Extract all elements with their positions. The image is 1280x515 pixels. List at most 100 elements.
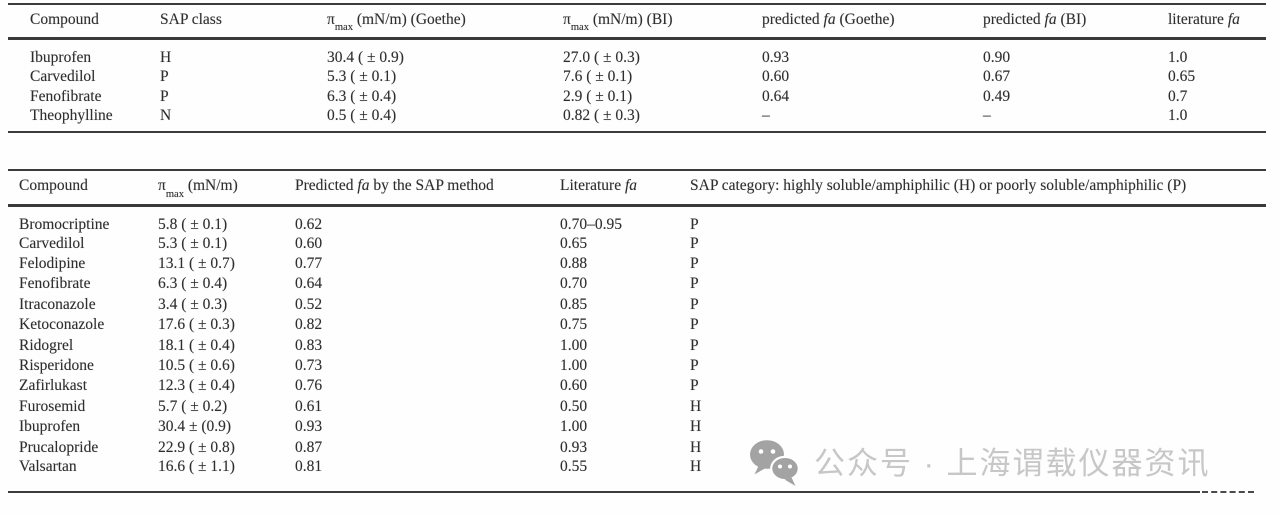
table-cell: 1.0	[1168, 48, 1188, 66]
table-cell: 0.64	[295, 275, 323, 293]
table-cell: 0.52	[295, 295, 323, 313]
table-cell: 18.1 ( ± 0.4)	[158, 336, 235, 354]
table-cell: P	[690, 275, 699, 293]
table-cell: H	[690, 418, 702, 436]
table-cell: P	[690, 255, 699, 273]
table-cell: 1.00	[560, 357, 588, 375]
column-header-pimax: πmax (mN/m)	[147, 170, 284, 207]
table-cell: Carvedilol	[19, 234, 85, 252]
table-cell: Felodipine	[19, 255, 86, 273]
table-cell: N	[160, 107, 172, 125]
table-cell: 0.90	[983, 48, 1011, 66]
table-cell: P	[690, 357, 699, 375]
table-cell: 0.62	[295, 215, 323, 233]
table-cell: 0.61	[295, 397, 323, 415]
table-cell: 2.9 ( ± 0.1)	[563, 88, 633, 106]
table-cell: 0.60	[295, 234, 323, 252]
wechat-icon	[750, 440, 800, 486]
table-cell: H	[690, 457, 702, 475]
table-cell: P	[690, 215, 699, 233]
table-cell: 1.0	[1168, 107, 1188, 125]
table-cell: 0.55	[560, 457, 588, 475]
table-cell: 6.3 ( ± 0.4)	[327, 88, 397, 106]
table-cell: Valsartan	[19, 457, 77, 475]
table-cell: Ridogrel	[19, 336, 74, 354]
table-row: Fenofibrate P 6.3 ( ± 0.4) 2.9 ( ± 0.1) 0.64…	[8, 87, 1266, 107]
table2-bottom-rule	[8, 491, 1200, 493]
table-cell: 0.88	[560, 255, 588, 273]
table-cell: 17.6 ( ± 0.3)	[158, 316, 235, 334]
table-row: Theophylline N 0.5 ( ± 0.4) 0.82 ( ± 0.3) – –…	[8, 107, 1266, 132]
table-cell: 13.1 ( ± 0.7)	[158, 255, 235, 273]
table-cell: 0.60	[560, 377, 588, 395]
table-row: Felodipine 13.1 ( ± 0.7) 0.77 0.88 P	[8, 254, 1266, 274]
table-cell: 0.5 ( ± 0.4)	[327, 107, 397, 125]
column-header-literature-fa: Literature fa	[549, 170, 679, 207]
table-cell: 1.00	[560, 418, 588, 436]
table-cell: 0.83	[295, 336, 323, 354]
table-cell: Fenofibrate	[30, 88, 102, 106]
table-cell: Zafirlukast	[19, 377, 88, 395]
table-cell: 0.49	[983, 88, 1011, 106]
column-header-pimax-goethe: πmax (mN/m) (Goethe)	[305, 4, 541, 40]
table-row: Ketoconazole 17.6 ( ± 0.3) 0.82 0.75 P	[8, 315, 1266, 335]
table-row: Carvedilol P 5.3 ( ± 0.1) 7.6 ( ± 0.1) 0.60 0…	[8, 67, 1266, 87]
table-cell: 0.7	[1168, 88, 1188, 106]
table-cell: 0.50	[560, 397, 588, 415]
table-cell: P	[160, 88, 169, 106]
table-cell: 0.93	[560, 438, 588, 456]
table-row: Ridogrel 18.1 ( ± 0.4) 0.83 1.00 P	[8, 335, 1266, 355]
table-cell: Theophylline	[30, 107, 113, 125]
table-cell: Carvedilol	[30, 67, 96, 85]
table-header-row: Compound SAP class πmax (mN/m) (Goethe) …	[8, 4, 1266, 40]
table-row: Zafirlukast 12.3 ( ± 0.4) 0.76 0.60 P	[8, 376, 1266, 396]
table-cell: 0.82 ( ± 0.3)	[563, 107, 640, 125]
table-cell: 12.3 ( ± 0.4)	[158, 377, 235, 395]
table-cell: 0.64	[762, 88, 790, 106]
table-cell: 0.93	[762, 48, 790, 66]
table-cell: 0.60	[762, 67, 790, 85]
table-row: Bromocriptine 5.8 ( ± 0.1) 0.62 0.70–0.95 P	[8, 205, 1266, 234]
table-row: Fenofibrate 6.3 ( ± 0.4) 0.64 0.70 P	[8, 274, 1266, 294]
table-cell: 3.4 ( ± 0.3)	[158, 295, 228, 313]
table-cell: H	[690, 397, 702, 415]
column-header-compound: Compound	[8, 4, 138, 40]
table-cell: 5.3 ( ± 0.1)	[158, 234, 228, 252]
table-cell: 0.81	[295, 457, 323, 475]
table-cell: P	[690, 316, 699, 334]
column-header-predicted-fa-sap: Predicted fa by the SAP method	[284, 170, 549, 207]
results-table-sap-prediction: Compound πmax (mN/m) Predicted fa by the…	[8, 169, 1266, 482]
table-cell: P	[690, 234, 699, 252]
table-cell: 0.70–0.95	[560, 215, 622, 233]
table-cell: P	[160, 67, 169, 85]
table-cell: Risperidone	[19, 357, 94, 375]
table-cell: 0.65	[560, 234, 588, 252]
table-cell: 0.65	[1168, 67, 1196, 85]
table-cell: 0.70	[560, 275, 588, 293]
table-header-row: Compound πmax (mN/m) Predicted fa by the…	[8, 170, 1266, 207]
table-cell: –	[762, 107, 770, 125]
table-cell: 0.93	[295, 418, 323, 436]
table-cell: 0.87	[295, 438, 323, 456]
table-row: Risperidone 10.5 ( ± 0.6) 0.73 1.00 P	[8, 356, 1266, 376]
column-header-literature-fa: literature fa	[1146, 4, 1266, 40]
table-cell: P	[690, 295, 699, 313]
table-cell: 7.6 ( ± 0.1)	[563, 67, 633, 85]
table-cell: Ibuprofen	[30, 48, 92, 66]
table-cell: Itraconazole	[19, 295, 96, 313]
table-cell: Furosemid	[19, 397, 86, 415]
table-row: Prucalopride 22.9 ( ± 0.8) 0.87 0.93 H	[8, 437, 1266, 457]
table-cell: 30.4 ± (0.9)	[158, 418, 232, 436]
table-cell: 0.76	[295, 377, 323, 395]
column-header-predicted-fa-bi: predicted fa (BI)	[961, 4, 1146, 40]
table-cell: 5.8 ( ± 0.1)	[158, 215, 228, 233]
table-cell: Ketoconazole	[19, 316, 105, 334]
table-cell: Prucalopride	[19, 438, 99, 456]
table-cell: H	[690, 438, 702, 456]
column-header-pimax-bi: πmax (mN/m) (BI)	[541, 4, 740, 40]
table-row: Furosemid 5.7 ( ± 0.2) 0.61 0.50 H	[8, 397, 1266, 417]
table-cell: 0.73	[295, 357, 323, 375]
table-row: Valsartan 16.6 ( ± 1.1) 0.81 0.55 H	[8, 458, 1266, 482]
table-cell: 0.85	[560, 295, 588, 313]
table-cell: 0.67	[983, 67, 1011, 85]
